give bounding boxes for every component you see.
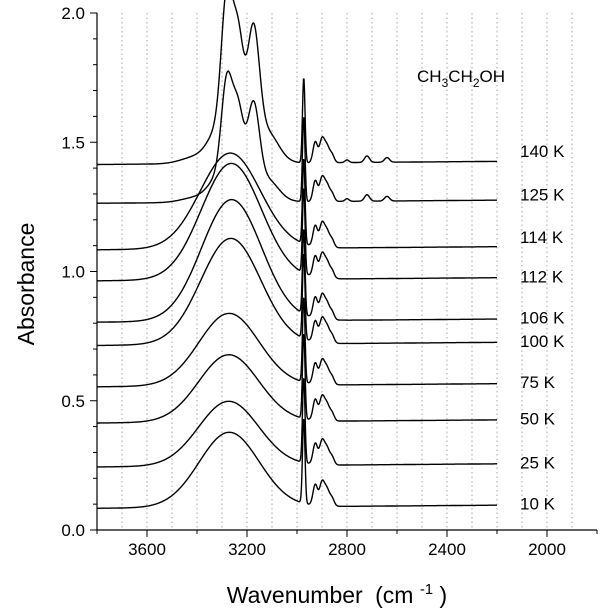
y-axis-title: Absorbance <box>13 223 39 346</box>
y-tick-label: 0.5 <box>61 392 85 411</box>
series-label-125k: 125 K <box>520 186 565 205</box>
series-line-140k <box>96 0 498 166</box>
x-axis-title-exp: -1 <box>420 581 433 598</box>
series-label-140k: 140 K <box>520 142 565 161</box>
x-tick-label: 2400 <box>428 540 466 559</box>
y-tick-label: 1.0 <box>61 263 85 282</box>
x-axis-title-unit: (cm <box>375 582 413 608</box>
compound-label: CH3CH2OH <box>417 67 505 90</box>
series-line-106k <box>96 198 498 323</box>
x-tick-label: 3600 <box>128 540 166 559</box>
series-line-25k <box>96 378 498 468</box>
series-line-50k <box>96 334 498 424</box>
x-axis-title-close: ) <box>440 582 448 608</box>
x-axis-title-main: Wavenumber <box>227 582 363 608</box>
series-label-106k: 106 K <box>520 309 565 328</box>
grid-lines <box>121 13 573 530</box>
series-line-114k <box>96 152 498 251</box>
series-line-75k <box>96 297 498 388</box>
series-label-50k: 50 K <box>520 409 556 428</box>
y-tick-label: 2.0 <box>61 4 85 23</box>
axes: 0.0 0.5 1.0 1.5 2.0 3600 3200 2800 2400 2000 <box>61 4 598 559</box>
y-tick-label: 0.0 <box>61 521 85 540</box>
series-label-10k: 10 K <box>520 495 556 514</box>
series-line-125k <box>96 70 498 204</box>
series-label-75k: 75 K <box>520 373 556 392</box>
x-axis-title: Wavenumber (cm -1 ) <box>227 573 447 608</box>
y-tick-label: 1.5 <box>61 133 85 152</box>
series-label-112k: 112 K <box>520 267 564 286</box>
series-label-100k: 100 K <box>520 332 565 351</box>
x-tick-label: 2800 <box>328 540 366 559</box>
series-label-114k: 114 K <box>520 228 564 247</box>
series-labels: 10 K 25 K 50 K 75 K 100 K 106 K 112 K 114 K 125 … <box>520 142 565 514</box>
spectra-series <box>96 0 498 509</box>
series-label-25k: 25 K <box>520 453 556 472</box>
series-line-112k <box>96 162 498 282</box>
x-tick-label: 2000 <box>528 540 566 559</box>
series-line-100k <box>96 237 498 347</box>
x-tick-label: 3200 <box>228 540 266 559</box>
series-line-10k <box>96 418 498 509</box>
